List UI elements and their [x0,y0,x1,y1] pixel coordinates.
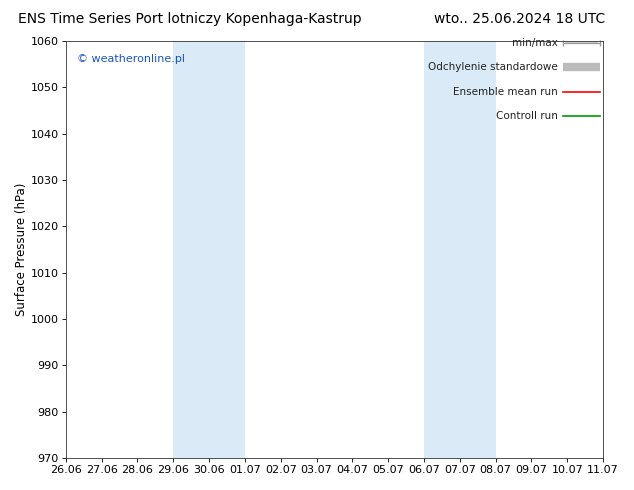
Bar [173,41,245,458]
Text: Controll run: Controll run [496,111,557,121]
Bar [424,41,496,458]
Text: Ensemble mean run: Ensemble mean run [453,87,557,97]
Text: wto.. 25.06.2024 18 UTC: wto.. 25.06.2024 18 UTC [434,12,605,26]
Text: Odchylenie standardowe: Odchylenie standardowe [428,62,557,73]
Text: © weatheronline.pl: © weatheronline.pl [77,53,184,64]
Text: ENS Time Series Port lotniczy Kopenhaga-Kastrup: ENS Time Series Port lotniczy Kopenhaga-… [18,12,362,26]
Text: min/max: min/max [512,38,557,48]
Y-axis label: Surface Pressure (hPa): Surface Pressure (hPa) [15,183,28,316]
